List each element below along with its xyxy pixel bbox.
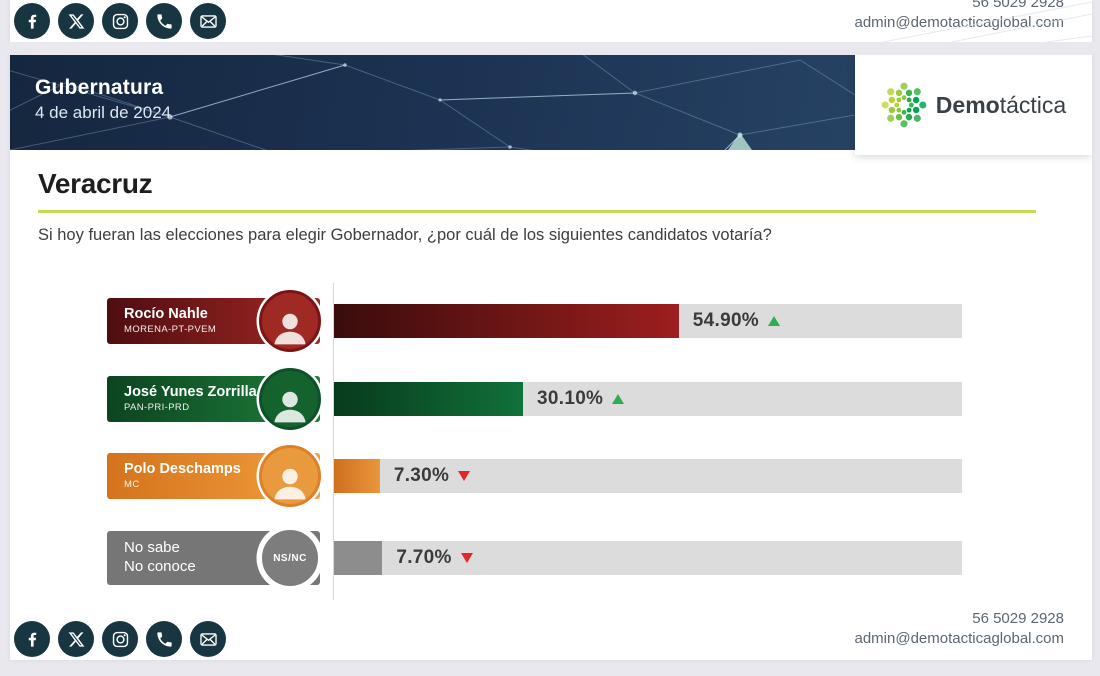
section-divider: [0, 42, 1100, 55]
bar-value: 54.90%: [692, 310, 760, 331]
contact-block-top: 56 5029 2928 admin@demotacticaglobal.com: [855, 0, 1065, 33]
trend-up-icon: [768, 316, 781, 326]
trend-down-icon: [458, 471, 471, 481]
candidate-name: Rocío Nahle: [124, 306, 208, 322]
header-banner: Gubernatura 4 de abril de 2024: [10, 55, 855, 150]
bar-value: 7.30%: [393, 465, 450, 486]
report-card: 56 5029 2928 admin@demotacticaglobal.com: [10, 0, 1092, 660]
candidate-party: MORENA-PT-PVEM: [124, 324, 217, 335]
bar-fill: [334, 304, 679, 338]
bar-value: 7.70%: [396, 547, 452, 568]
candidate-avatar: [259, 290, 321, 352]
phone-icon[interactable]: [146, 621, 182, 657]
instagram-icon[interactable]: [102, 621, 138, 657]
banner-date: 4 de abril de 2024: [35, 103, 172, 122]
email-icon[interactable]: [190, 3, 226, 39]
candidate-row: José Yunes Zorrilla PAN-PRI-PRD 30.10%: [10, 368, 1092, 446]
candidate-name-line2: No conoce: [124, 558, 196, 575]
phone-number: 56 5029 2928: [972, 610, 1064, 627]
candidate-name: José Yunes Zorrilla: [124, 384, 257, 400]
banner-title: Gubernatura: [35, 76, 164, 99]
trend-down-icon: [460, 553, 473, 563]
candidate-party: PAN-PRI-PRD: [124, 402, 190, 413]
email-address: admin@demotacticaglobal.com: [854, 14, 1065, 31]
bar-fill: [334, 382, 524, 416]
page-title: Veracruz: [38, 168, 153, 199]
bar-track: 7.30%: [334, 459, 962, 493]
trend-up-icon: [612, 394, 625, 404]
x-twitter-icon[interactable]: [58, 3, 94, 39]
facebook-icon[interactable]: [14, 3, 50, 39]
candidate-avatar: [259, 445, 321, 507]
title-underline: [38, 210, 1036, 213]
phone-icon[interactable]: [146, 3, 182, 39]
bar-fill: [334, 459, 380, 493]
poll-chart: Rocío Nahle MORENA-PT-PVEM 54.90% José Yune…: [10, 0, 1092, 660]
candidate-avatar: NS/NC: [259, 527, 321, 589]
bar-track: 54.90%: [334, 304, 962, 338]
brand-wordmark: Demotáctica: [935, 91, 1067, 118]
candidate-party: MC: [124, 479, 140, 490]
brand-logo: Demotáctica: [855, 55, 1092, 155]
network-pattern: [10, 55, 855, 150]
candidate-avatar: [259, 368, 321, 430]
poll-question: Si hoy fueran las elecciones para elegir…: [38, 226, 772, 244]
candidate-row: Rocío Nahle MORENA-PT-PVEM 54.90%: [10, 290, 1092, 368]
bar-track: 30.10%: [334, 382, 962, 416]
social-bar-top: [14, 3, 226, 39]
phone-number: 56 5029 2928: [972, 0, 1064, 11]
contact-block-bottom: 56 5029 2928 admin@demotacticaglobal.com: [855, 609, 1065, 649]
candidate-name: No sabe: [124, 539, 180, 556]
candidate-name: Polo Deschamps: [124, 461, 241, 477]
candidate-row: Polo Deschamps MC 7.30%: [10, 445, 1092, 523]
instagram-icon[interactable]: [102, 3, 138, 39]
email-address: admin@demotacticaglobal.com: [854, 630, 1065, 647]
social-bar-bottom: [14, 621, 226, 657]
brand-flower-icon: [881, 82, 927, 128]
chart-axis: [333, 283, 334, 600]
email-icon[interactable]: [190, 621, 226, 657]
candidate-row: No sabe No conoce NS/NC 7.70%: [10, 527, 1092, 601]
facebook-icon[interactable]: [14, 621, 50, 657]
x-twitter-icon[interactable]: [58, 621, 94, 657]
bar-fill: [334, 541, 383, 575]
bar-track: 7.70%: [334, 541, 962, 575]
bar-value: 30.10%: [537, 388, 604, 409]
